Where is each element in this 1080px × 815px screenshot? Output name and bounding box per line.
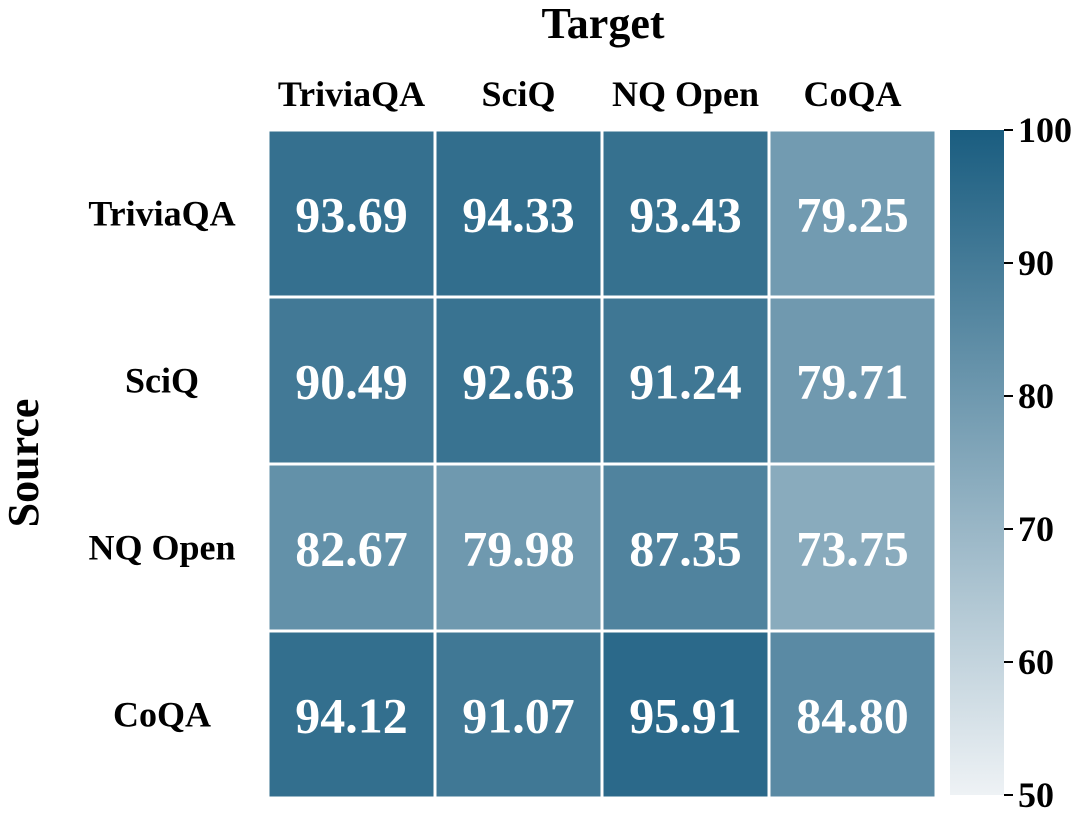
y-category-label: SciQ — [125, 361, 199, 401]
colorbar-ticks: 50 60 70 80 90 100 — [1004, 110, 1072, 815]
cell-value-label: 79.25 — [796, 187, 909, 243]
y-category-label: CoQA — [113, 695, 211, 735]
heatmap-cell — [767, 462, 938, 633]
y-axis-title: Source — [0, 399, 48, 528]
cell-value-label: 87.35 — [629, 521, 742, 577]
heatmap-cell — [433, 629, 604, 800]
cell-value-label: 91.07 — [462, 688, 575, 744]
heatmap-cell — [767, 629, 938, 800]
heatmap-cell — [433, 462, 604, 633]
heatmap-cell — [433, 295, 604, 466]
colorbar-tick-label: 80 — [1018, 376, 1054, 416]
heatmap-cell — [266, 629, 437, 800]
x-category-label: SciQ — [481, 74, 555, 114]
y-category-label: TriviaQA — [88, 194, 235, 234]
x-category-label: TriviaQA — [278, 74, 425, 114]
heatmap-cell — [433, 128, 604, 299]
cell-value-label: 91.24 — [629, 354, 742, 410]
colorbar — [950, 130, 1004, 795]
cell-value-label: 93.69 — [295, 187, 408, 243]
x-category-label: CoQA — [804, 74, 902, 114]
cell-value-label: 84.80 — [796, 688, 909, 744]
colorbar-tick-label: 90 — [1018, 243, 1054, 283]
x-axis-title: Target — [541, 0, 664, 48]
colorbar-tick-label: 70 — [1018, 509, 1054, 549]
colorbar-tick-label: 50 — [1018, 775, 1054, 815]
y-category-label: NQ Open — [88, 528, 235, 568]
colorbar-tick-label: 100 — [1018, 110, 1072, 150]
heatmap-cell — [600, 128, 771, 299]
y-category-labels: TriviaQA SciQ NQ Open CoQA — [88, 194, 235, 735]
cell-value-label: 79.98 — [462, 521, 575, 577]
cell-value-label: 82.67 — [295, 521, 408, 577]
cell-value-label: 95.91 — [629, 688, 742, 744]
cell-value-label: 73.75 — [796, 521, 909, 577]
heatmap-cell — [767, 128, 938, 299]
heatmap-grid: 93.69 94.33 93.43 79.25 90.49 92.63 91.24 79.71… — [266, 128, 938, 800]
x-category-labels: TriviaQA SciQ NQ Open CoQA — [278, 74, 902, 114]
x-category-label: NQ Open — [612, 74, 759, 114]
cell-value-label: 93.43 — [629, 187, 742, 243]
cell-value-label: 94.33 — [462, 187, 575, 243]
cell-value-label: 94.12 — [295, 688, 408, 744]
colorbar-tick-label: 60 — [1018, 642, 1054, 682]
cell-value-label: 90.49 — [295, 354, 408, 410]
heatmap-cell — [266, 128, 437, 299]
cell-value-label: 79.71 — [796, 354, 909, 410]
heatmap-cell — [767, 295, 938, 466]
cell-value-label: 92.63 — [462, 354, 575, 410]
